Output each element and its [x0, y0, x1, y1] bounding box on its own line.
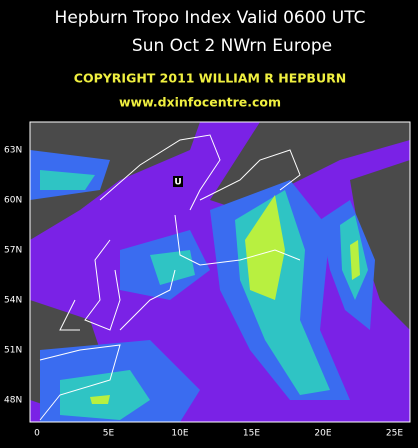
coastline [119, 269, 176, 331]
copyright: COPYRIGHT 2011 WILLIAM R HEPBURN [74, 71, 346, 86]
title: Hepburn Tropo Index Valid 0600 UTC [55, 8, 366, 28]
high-zone [90, 395, 110, 404]
latitude-label: 48N [4, 396, 22, 406]
teal-zone [150, 250, 195, 285]
latitude-label: 63N [4, 146, 22, 156]
longitude-label: 10E [171, 429, 188, 439]
longitude-label: 20E [314, 429, 331, 439]
subtitle: Sun Oct 2 NWrn Europe [132, 36, 332, 56]
coastline [199, 149, 301, 201]
coastline [84, 239, 121, 331]
low-zone [30, 122, 200, 240]
latitude-label: 54N [4, 296, 22, 306]
low-zone [350, 160, 410, 330]
coastline [99, 134, 221, 211]
map: U [29, 121, 411, 423]
coastline [39, 344, 121, 421]
teal-zone [40, 170, 95, 190]
url: www.dxinfocentre.com [119, 95, 281, 110]
latitude-label: 57N [4, 246, 22, 256]
longitude-label: 0 [34, 429, 40, 439]
teal-zone [60, 370, 150, 420]
longitude-label: 5E [103, 429, 115, 439]
map-frame [29, 121, 411, 423]
high-zone [245, 195, 285, 300]
latitude-label: 60N [4, 196, 22, 206]
marker-box [173, 176, 183, 187]
longitude-label: 25E [386, 429, 403, 439]
low-zone [210, 122, 410, 210]
coastline [174, 214, 301, 266]
latitude-label: 51N [4, 346, 22, 356]
longitude-label: 15E [243, 429, 260, 439]
high-zone [350, 240, 360, 280]
marker: U [174, 178, 181, 188]
coastline [59, 299, 80, 331]
